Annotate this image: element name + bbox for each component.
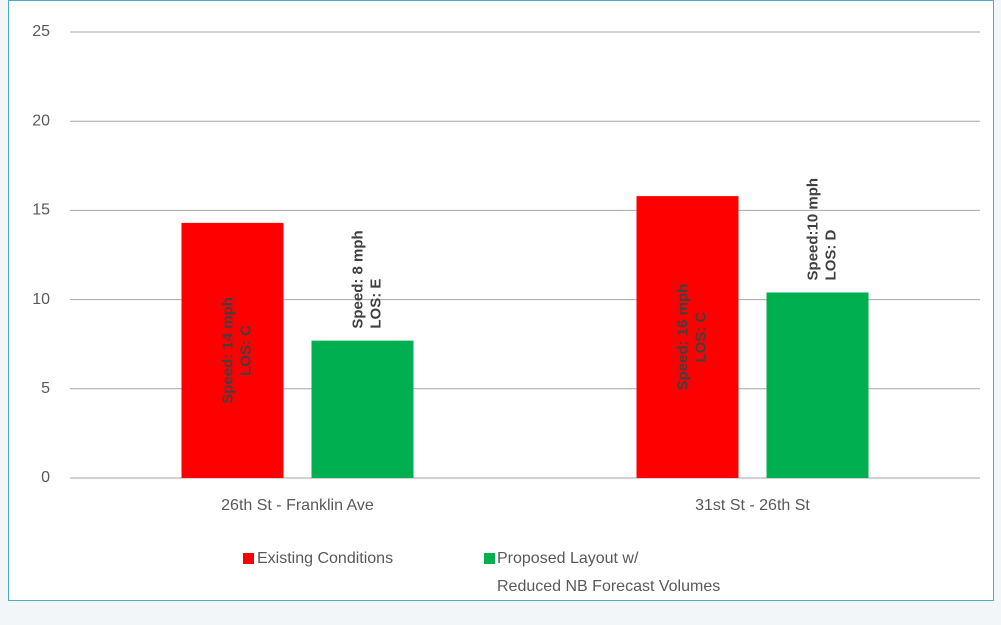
y-tick-label: 0 xyxy=(41,469,50,486)
y-tick-label: 5 xyxy=(41,380,50,397)
y-tick-label: 20 xyxy=(32,112,50,129)
data-label: LOS: C xyxy=(237,325,254,376)
legend-swatch xyxy=(243,553,254,564)
data-label: Speed: 16 mph xyxy=(674,284,691,391)
data-label: Speed: 8 mph xyxy=(349,230,366,328)
legend-swatch xyxy=(484,553,495,564)
data-label: Speed:10 mph xyxy=(804,178,821,281)
bar xyxy=(766,292,869,478)
data-label: LOS: E xyxy=(367,279,384,329)
data-label: LOS: D xyxy=(822,229,839,280)
y-tick-label: 15 xyxy=(32,202,50,219)
bar xyxy=(636,196,739,479)
bar xyxy=(311,340,414,478)
legend-label: Proposed Layout w/ Reduced NB Forecast V… xyxy=(497,550,721,595)
bar xyxy=(181,222,284,478)
x-tick-label: 26th St - Franklin Ave xyxy=(221,497,374,514)
data-label: Speed: 14 mph xyxy=(219,297,236,404)
data-label: LOS: C xyxy=(692,311,709,362)
x-tick-label: 31st St - 26th St xyxy=(695,497,810,514)
y-tick-label: 10 xyxy=(32,291,50,308)
legend-label: Existing Conditions xyxy=(257,550,394,567)
y-tick-label: 25 xyxy=(32,23,50,40)
